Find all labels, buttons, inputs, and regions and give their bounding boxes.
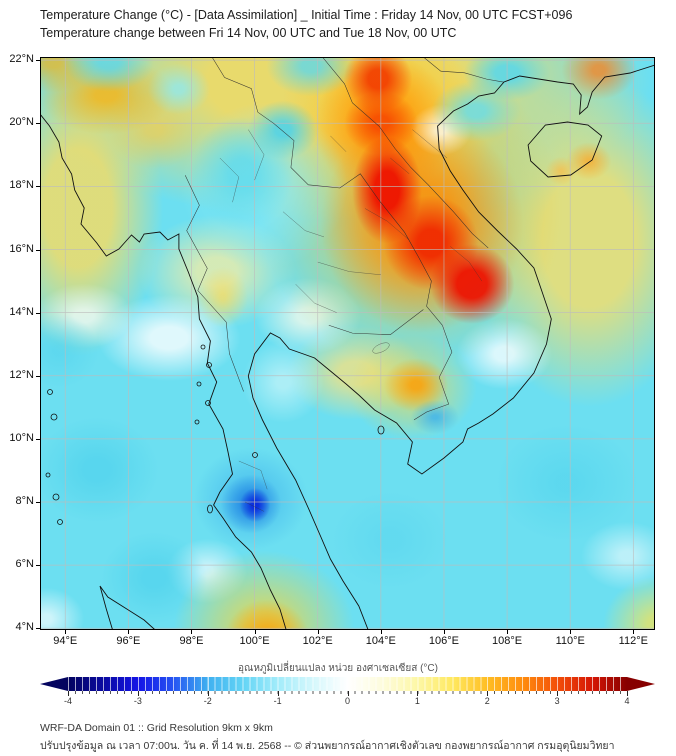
colorbar-tick-mark [347,691,349,696]
lat-tick-label: 16°N [9,242,34,255]
lat-tick-mark [36,186,40,188]
footer-update-info: ปรับปรุงข้อมูล ณ เวลา 07:00น. วัน ค. ที่… [40,740,615,752]
page-title: Temperature Change (°C) - [Data Assimila… [40,8,573,22]
colorbar-cell-separators [68,677,627,691]
lon-tick-label: 94°E [53,635,78,647]
lon-tick-mark [191,630,193,634]
weather-map-canvas [40,57,655,630]
page-subtitle: Temperature change between Fri 14 Nov, 0… [40,26,457,40]
lat-tick-mark [36,628,40,630]
lon-tick-mark [443,630,445,634]
lon-tick-label: 104°E [365,635,396,647]
colorbar-tick-mark [207,691,209,696]
lon-tick-mark [633,630,635,634]
colorbar-tick-mark [487,691,489,696]
lon-tick-mark [570,630,572,634]
colorbar-tick-mark [557,691,559,696]
islands [45,344,385,525]
lat-tick-label: 20°N [9,116,34,129]
lat-tick-mark [36,438,40,440]
lat-tick-label: 10°N [9,431,34,444]
lon-tick-mark [507,630,509,634]
lon-tick-label: 100°E [239,635,270,647]
lon-tick-label: 110°E [555,635,585,647]
lon-tick-label: 106°E [428,635,459,647]
lon-tick-label: 108°E [492,635,523,647]
lat-tick-mark [36,249,40,251]
colorbar-tick-mark [68,691,69,696]
colorbar-tick-label: 3 [554,696,560,706]
lon-tick-mark [317,630,319,634]
colorbar-tick-mark [417,691,419,696]
colorbar-tick-label: -2 [203,696,212,706]
colorbar-tick-label: -3 [133,696,142,706]
lat-tick-label: 6°N [15,558,34,571]
colorbar-tick-label: -1 [273,696,282,706]
gridlines [40,57,655,630]
lon-tick-mark [380,630,382,634]
colorbar-tick-label: 1 [414,696,420,706]
lon-tick-label: 96°E [116,635,141,647]
lon-tick-mark [65,630,67,634]
lon-tick-mark [128,630,130,634]
colorbar-left-arrow [40,677,68,691]
lon-tick-label: 102°E [302,635,333,647]
lon-tick-label: 98°E [179,635,204,647]
lat-tick-mark [36,375,40,377]
colorbar-tick-label: 2 [484,696,490,706]
lat-tick-label: 18°N [9,179,34,192]
colorbar-tick-label: 4 [624,696,630,706]
lat-tick-label: 12°N [9,368,34,381]
lon-tick-mark [254,630,256,634]
lat-tick-label: 14°N [9,305,34,318]
colorbar-tick-mark [627,691,628,696]
coastlines [40,64,655,630]
lon-tick-label: 112°E [618,635,648,647]
map-overlay [40,57,655,630]
colorbar-title: อุณหภูมิเปลี่ยนแปลง หน่วย องศาเซลเซียส (… [238,663,438,674]
lat-tick-mark [36,60,40,62]
lat-tick-mark [36,123,40,125]
colorbar-tick-mark [277,691,279,696]
lat-tick-label: 4°N [15,621,34,634]
lat-tick-label: 8°N [15,494,34,507]
lat-tick-label: 22°N [9,53,34,66]
country-borders [184,57,505,421]
colorbar-tick-label: -4 [63,696,72,706]
lat-tick-mark [36,565,40,567]
colorbar-tick-label: 0 [344,696,350,706]
footer-domain-info: WRF-DA Domain 01 :: Grid Resolution 9km … [40,722,273,734]
colorbar-right-arrow [627,677,655,691]
colorbar-tick-mark [137,691,139,696]
province-borders [219,129,483,512]
lat-tick-mark [36,312,40,314]
map-border [40,57,655,630]
lat-tick-mark [36,501,40,503]
